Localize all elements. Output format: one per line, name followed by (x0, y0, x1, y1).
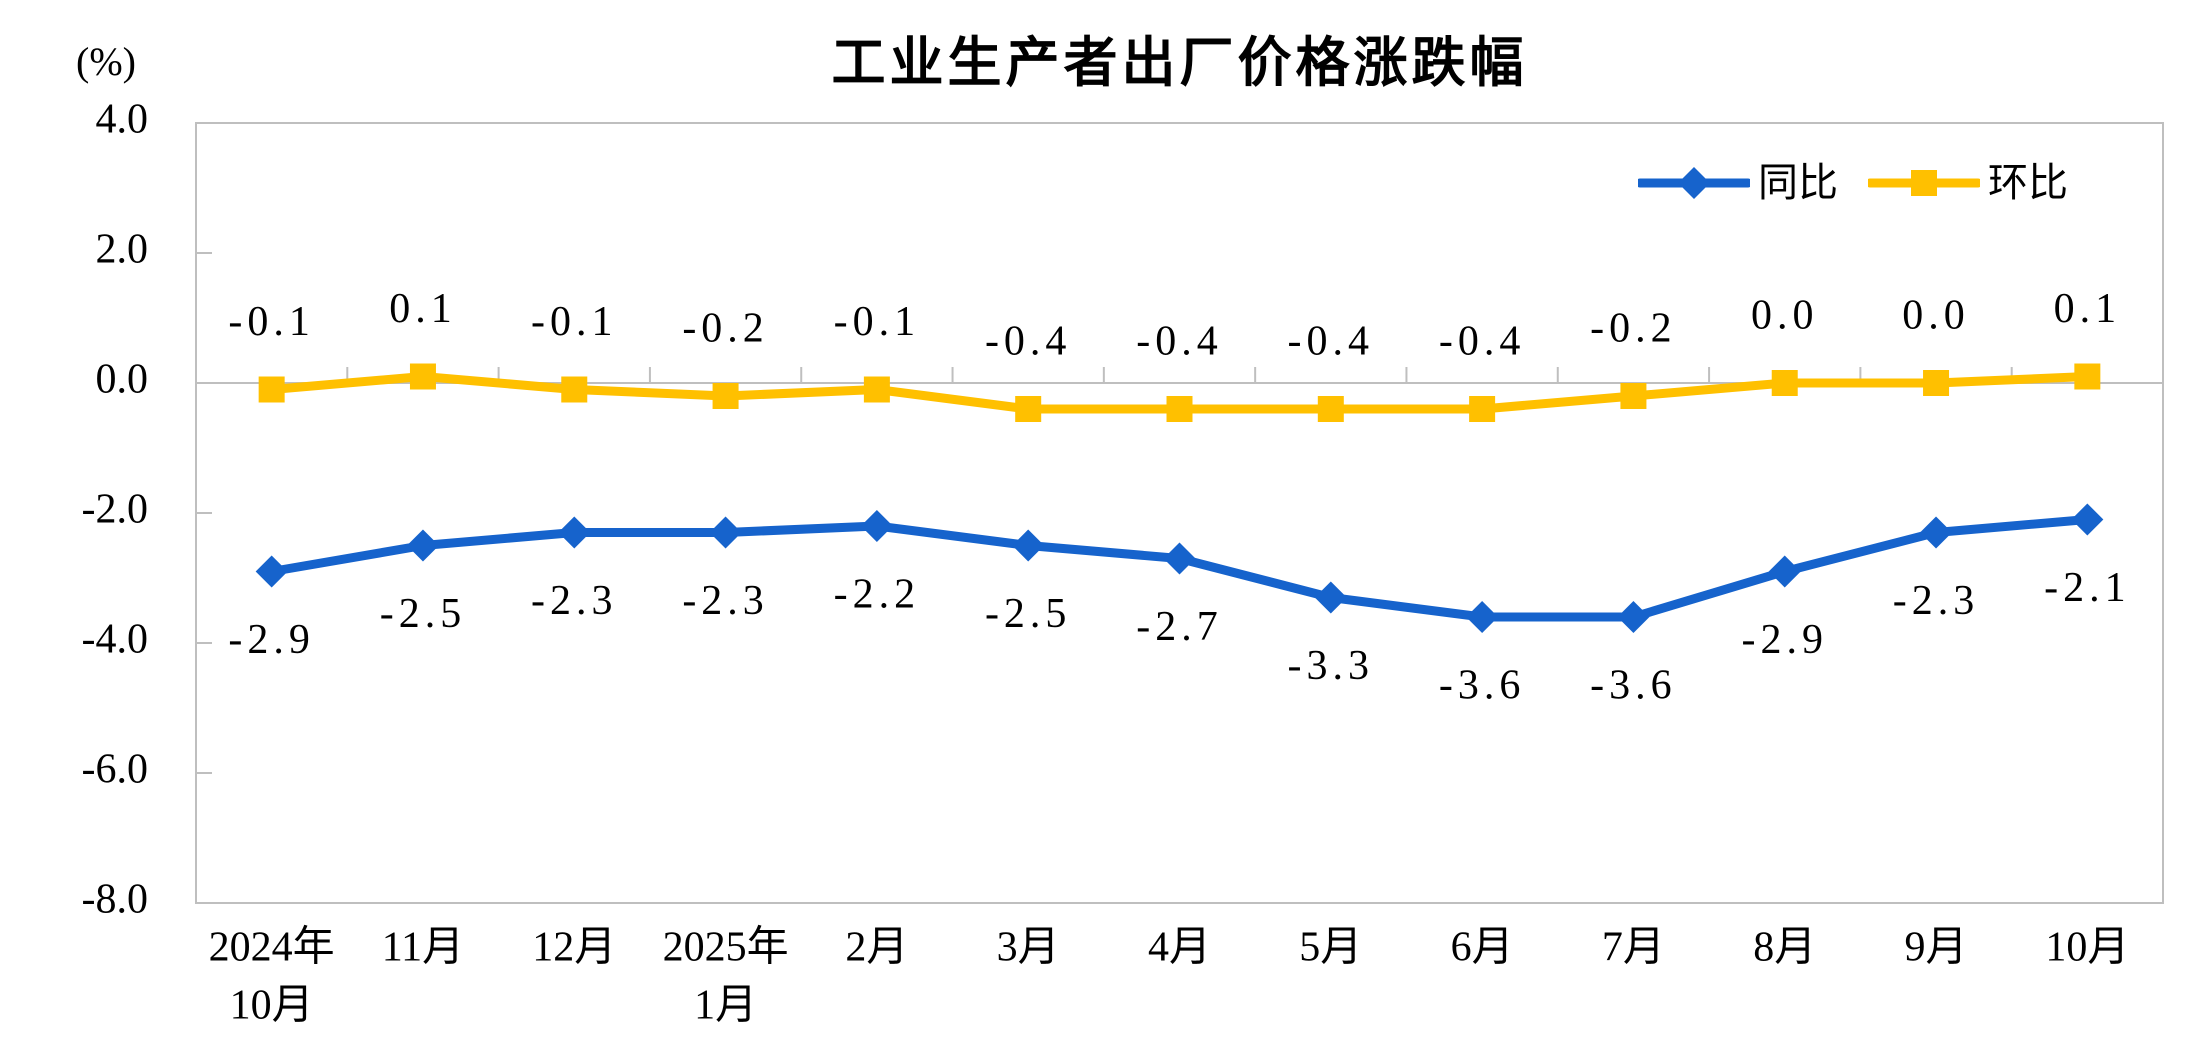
data-point-label: -2.3 (1893, 578, 1980, 624)
chart-title: 工业生产者出厂价格涨跌幅 (831, 33, 1528, 93)
y-axis-unit-label: (%) (76, 39, 136, 84)
x-tick-label: 3月 (997, 925, 1060, 971)
x-tick-label: 9月 (1905, 925, 1968, 971)
data-point-label: -2.1 (2044, 565, 2131, 611)
data-point-label: -0.2 (1590, 306, 1677, 352)
data-point-marker (1466, 601, 1499, 633)
plot-border (195, 122, 2164, 904)
data-point-label: -2.7 (1136, 604, 1223, 650)
x-tick-label: 1月 (694, 983, 757, 1029)
line-diamond-marker-icon (1638, 167, 1750, 199)
data-point-marker (1620, 383, 1647, 409)
y-tick-label: -8.0 (82, 877, 149, 923)
data-point-label: -0.4 (985, 319, 1072, 365)
legend-item-mom: 环比 (1868, 163, 2068, 203)
data-point-marker (712, 383, 739, 409)
data-point-label: -0.1 (228, 299, 315, 345)
data-point-marker (709, 516, 742, 549)
y-tick-label: -4.0 (82, 617, 149, 663)
x-tick-label: 10月 (2045, 925, 2129, 971)
data-point-marker (1469, 396, 1496, 422)
data-point-label: 0.0 (1751, 293, 1819, 339)
data-point-label: -0.4 (1439, 319, 1526, 365)
data-point-marker (1317, 396, 1344, 422)
x-tick-label: 10月 (230, 983, 314, 1029)
data-point-label: -2.3 (531, 578, 618, 624)
data-point-label: -0.4 (1136, 319, 1223, 365)
x-tick-label: 7月 (1602, 925, 1665, 971)
data-point-marker (558, 516, 591, 549)
y-tick-label: -2.0 (82, 487, 149, 533)
data-point-marker (1166, 396, 1193, 422)
data-point-label: -3.3 (1288, 643, 1375, 689)
data-point-marker (255, 555, 288, 588)
data-point-marker (1771, 370, 1798, 396)
x-tick-label: 12月 (532, 925, 616, 971)
data-point-label: 0.0 (1902, 293, 1970, 339)
data-point-marker (1012, 529, 1045, 562)
legend-label-mom: 环比 (1988, 161, 2068, 205)
data-point-marker (1923, 370, 1950, 396)
data-point-marker (409, 363, 436, 390)
x-tick-label: 8月 (1753, 925, 1816, 971)
data-point-label: -0.2 (682, 306, 769, 352)
data-point-label: -0.1 (531, 299, 618, 345)
x-tick-label: 2月 (845, 925, 908, 971)
x-tick-label: 2025年 (663, 924, 789, 971)
data-point-marker (1920, 516, 1953, 549)
data-point-marker (2071, 503, 2104, 536)
data-point-marker (1768, 555, 1801, 588)
data-point-label: -2.5 (380, 591, 467, 637)
data-point-label: 0.1 (389, 286, 457, 332)
data-point-marker (860, 510, 893, 542)
y-tick-label: 2.0 (96, 227, 149, 273)
data-point-marker (1617, 601, 1650, 633)
data-point-marker (1015, 396, 1042, 422)
data-point-label: -2.9 (1741, 617, 1828, 663)
legend-item-yoy: 同比 (1638, 163, 1838, 203)
x-tick-label: 6月 (1451, 925, 1514, 971)
x-tick-label: 2024年 (209, 924, 335, 971)
data-point-label: -3.6 (1439, 663, 1526, 709)
data-point-label: -2.3 (682, 578, 769, 624)
data-point-label: -0.4 (1288, 319, 1375, 365)
data-point-marker (258, 376, 285, 403)
legend: 同比 环比 (1638, 163, 2068, 203)
line-square-marker-icon (1868, 170, 1980, 196)
data-point-label: 0.1 (2054, 286, 2122, 332)
y-tick-label: 0.0 (96, 357, 149, 403)
data-point-label: -0.1 (834, 299, 921, 345)
data-point-marker (863, 376, 890, 403)
data-point-marker (406, 529, 439, 562)
data-point-label: -2.2 (834, 572, 921, 618)
data-point-marker (1314, 581, 1347, 614)
data-point-marker (2074, 363, 2101, 390)
data-point-marker (561, 376, 588, 403)
y-tick-label: 4.0 (96, 97, 149, 143)
x-tick-label: 11月 (382, 925, 464, 971)
x-tick-label: 4月 (1148, 925, 1211, 971)
data-point-label: -2.5 (985, 591, 1072, 637)
data-point-label: -2.9 (228, 617, 315, 663)
x-tick-label: 5月 (1299, 925, 1362, 971)
data-point-marker (1163, 542, 1196, 575)
legend-label-yoy: 同比 (1758, 161, 1838, 205)
y-tick-label: -6.0 (82, 747, 149, 793)
data-point-label: -3.6 (1590, 663, 1677, 709)
